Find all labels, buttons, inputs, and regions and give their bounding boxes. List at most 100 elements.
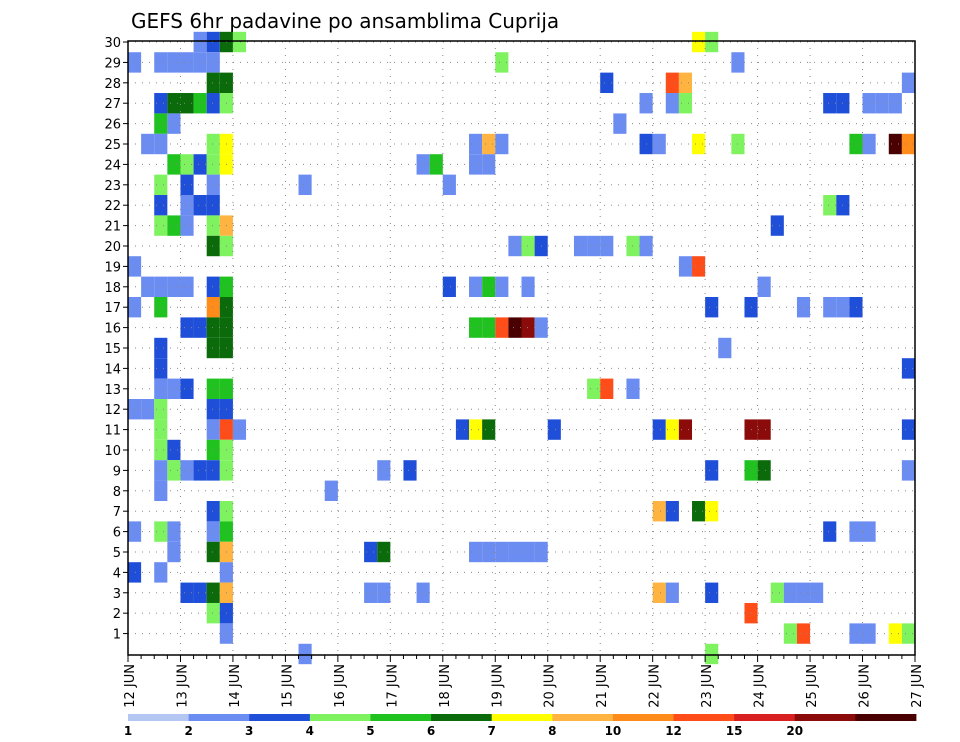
heatmap-cell — [298, 643, 312, 665]
heatmap-cell — [823, 521, 837, 542]
heatmap-cell — [154, 133, 168, 155]
heatmap-cell — [167, 378, 181, 399]
x-tick-label: 23 JUN — [700, 664, 715, 708]
heatmap-cell — [167, 113, 181, 134]
legend-label: 12 — [665, 724, 682, 738]
heatmap-cell — [888, 133, 902, 155]
heatmap-cell — [180, 195, 194, 216]
heatmap-cell — [770, 582, 784, 603]
heatmap-cell — [849, 623, 863, 644]
heatmap-cell — [167, 93, 181, 114]
heatmap-cell — [154, 480, 168, 501]
heatmap-cell — [298, 174, 312, 196]
legend-label: 8 — [548, 724, 556, 738]
heatmap-cell — [154, 337, 168, 359]
heatmap-cell — [705, 643, 719, 665]
plot-frame — [127, 40, 916, 656]
heatmap-cell — [167, 439, 181, 461]
heatmap-cell — [469, 317, 483, 338]
legend-swatch — [855, 714, 917, 721]
heatmap-cell — [482, 419, 496, 440]
y-tick-label: 12 — [104, 403, 121, 418]
heatmap-cell — [495, 276, 509, 297]
heatmap-cell — [206, 133, 220, 155]
y-axis: 1234567891011121314151617181920212223242… — [104, 36, 128, 643]
heatmap-cell — [154, 52, 168, 73]
heatmap-cell — [154, 419, 168, 440]
heatmap-cell — [849, 297, 863, 318]
heatmap-cell — [469, 419, 483, 440]
y-tick-label: 18 — [104, 281, 121, 296]
heatmap-cell — [232, 419, 247, 440]
heatmap-cell — [888, 93, 902, 114]
heatmap-cell — [128, 52, 142, 73]
y-tick-label: 3 — [113, 587, 121, 602]
legend-swatch — [309, 714, 371, 721]
heatmap-cell — [206, 317, 220, 338]
y-tick-label: 19 — [104, 260, 121, 275]
heatmap-cell — [901, 460, 915, 481]
heatmap-cell — [141, 276, 155, 297]
heatmap-cell — [678, 93, 693, 114]
heatmap-cell — [547, 419, 561, 440]
heatmap-cell — [757, 460, 771, 481]
gridlines — [128, 41, 915, 655]
heatmap-cell — [508, 541, 522, 563]
heatmap-cell — [652, 500, 666, 522]
color-legend: 1 2 3 4 5 6 7 8 10 12 15 20 — [124, 714, 917, 738]
heatmap-cell — [377, 541, 391, 563]
y-tick-label: 26 — [104, 118, 121, 133]
heatmap-cell — [587, 235, 601, 257]
heatmap-cell — [810, 582, 824, 603]
heatmap-cell — [167, 541, 181, 563]
heatmap-cell — [508, 317, 522, 338]
heatmap-cell — [482, 276, 496, 297]
heatmap-cell — [141, 399, 155, 420]
heatmap-cell — [206, 72, 220, 94]
x-tick-label: 12 JUN — [123, 664, 138, 708]
y-tick-label: 11 — [104, 424, 121, 439]
heatmap-cell — [193, 52, 207, 73]
heatmap-cell — [193, 460, 207, 481]
heatmap-cell — [823, 297, 837, 318]
heatmap-cell — [193, 154, 207, 175]
heatmap-cell — [587, 378, 601, 399]
heatmap-cell — [665, 582, 679, 603]
heatmap-cell — [888, 623, 902, 644]
heatmap-cell — [796, 582, 811, 603]
heatmap-cell — [206, 297, 220, 318]
y-tick-label: 13 — [104, 383, 121, 398]
legend-swatch — [188, 714, 250, 721]
heatmap-cell — [154, 276, 168, 297]
heatmap-cell — [206, 31, 220, 53]
legend-label: 15 — [726, 724, 743, 738]
heatmap-cell — [757, 419, 771, 440]
legend-swatch — [612, 714, 674, 721]
heatmap-cell — [862, 93, 876, 114]
heatmap-cell — [193, 31, 207, 53]
heatmap-cell — [692, 133, 706, 155]
x-tick-label: 20 JUN — [543, 664, 558, 708]
heatmap-cell — [665, 93, 679, 114]
legend-swatch — [431, 714, 493, 721]
legend-label: 2 — [184, 724, 192, 738]
y-tick-label: 29 — [104, 56, 121, 71]
heatmap-cell — [482, 154, 496, 175]
heatmap-cell — [862, 521, 876, 542]
heatmap-cell — [823, 93, 837, 114]
heatmap-cell — [469, 154, 483, 175]
y-tick-label: 6 — [113, 526, 121, 541]
legend-label: 5 — [366, 724, 374, 738]
heatmap-cell — [652, 582, 666, 603]
y-tick-label: 16 — [104, 322, 121, 337]
heatmap-cell — [469, 541, 483, 563]
heatmap-cell — [665, 500, 679, 522]
heatmap-cell — [193, 582, 207, 603]
heatmap-cell — [154, 297, 168, 318]
legend-label: 6 — [427, 724, 435, 738]
heatmap-cell — [705, 500, 719, 522]
heatmap-cell — [206, 276, 220, 297]
y-tick-label: 20 — [104, 240, 121, 255]
y-tick-label: 24 — [104, 158, 121, 173]
legend-label: 10 — [605, 724, 622, 738]
